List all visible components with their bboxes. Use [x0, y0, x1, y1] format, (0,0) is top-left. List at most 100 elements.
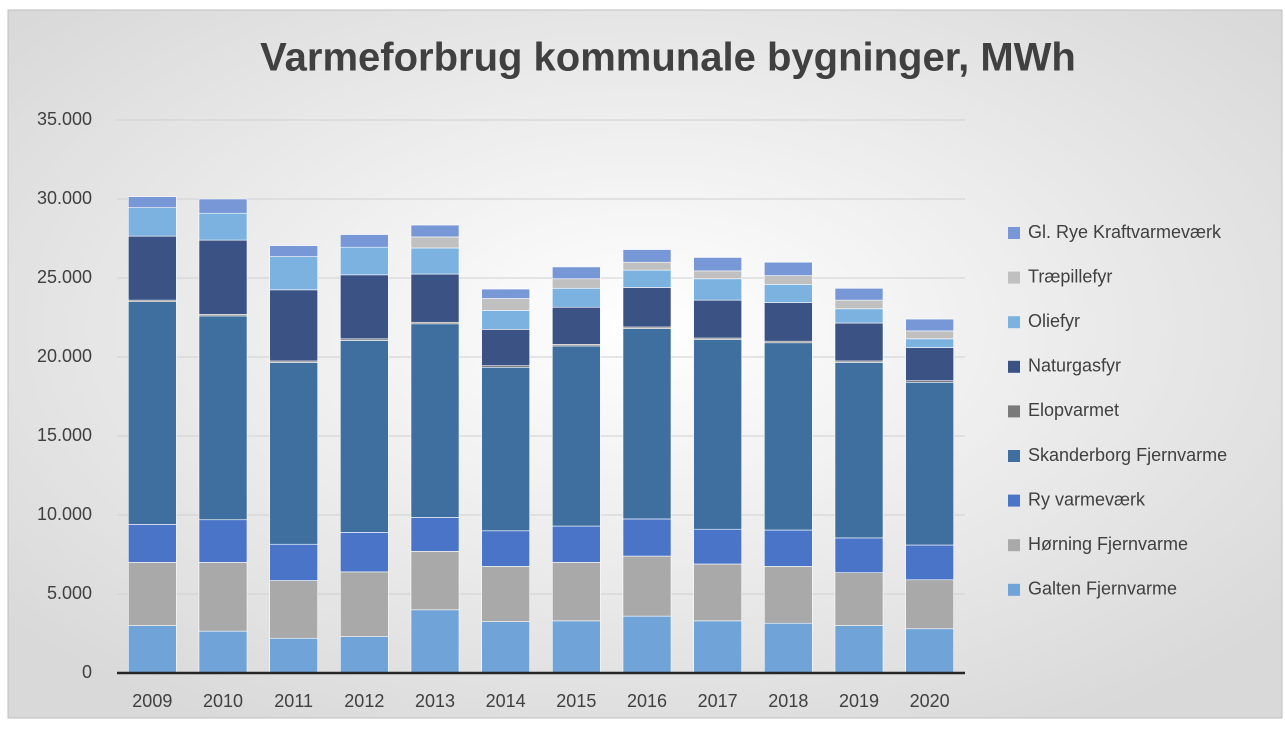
bar-segment: [410, 236, 460, 249]
bar-segment: [410, 323, 460, 518]
bar-segment: [905, 330, 954, 340]
bar-segment: [269, 289, 318, 362]
legend-swatch: [1008, 316, 1020, 329]
legend-swatch: [1008, 539, 1020, 552]
bar-segment: [340, 274, 389, 340]
legend-label: Træpillefyr: [1028, 266, 1112, 286]
bar-segment: [552, 525, 601, 563]
bar-segment: [693, 528, 742, 565]
bar-segment: [552, 562, 601, 622]
bar-segment: [834, 308, 884, 324]
bar-segment: [269, 580, 318, 639]
bar-segment: [410, 247, 460, 275]
bar-segment: [269, 362, 318, 545]
bar-segment: [198, 519, 248, 563]
bar-segment: [834, 572, 884, 626]
bar-segment: [481, 310, 530, 330]
bar-segment: [764, 529, 813, 567]
bar-segment: [552, 620, 601, 674]
y-tick-label: 20.000: [37, 346, 92, 366]
bar-segment: [622, 615, 672, 674]
bar-segment: [269, 256, 318, 291]
y-tick-label: 0: [82, 662, 92, 682]
bar-segment: [481, 566, 530, 622]
y-tick-label: 10.000: [37, 504, 92, 524]
legend-label: Galten Fjernvarme: [1028, 579, 1177, 599]
bar-segment: [693, 339, 742, 530]
bar-segment: [128, 301, 177, 525]
bar-segment: [481, 298, 530, 311]
bar-segment: [128, 207, 177, 237]
bar-segment: [693, 299, 742, 339]
bar-segment: [693, 257, 742, 272]
bar-segment: [622, 555, 672, 617]
bar-segment: [410, 609, 460, 674]
legend-label: Elopvarmet: [1028, 400, 1119, 420]
x-tick-label: 2015: [556, 691, 596, 711]
bar-segment: [764, 566, 813, 624]
bar-segment: [552, 266, 601, 280]
bar-segment: [764, 342, 813, 531]
y-tick-label: 5.000: [47, 583, 92, 603]
bar-segment: [481, 366, 530, 532]
bar-segment: [764, 275, 813, 285]
bar-segment: [622, 287, 672, 328]
bar-segment: [622, 261, 672, 271]
bar-segment: [340, 340, 389, 533]
bar-segment: [128, 562, 177, 626]
bar-segment: [905, 544, 954, 581]
bar-segment: [340, 532, 389, 573]
x-tick-label: 2019: [839, 691, 879, 711]
bar-segment: [198, 239, 248, 315]
bar-segment: [269, 637, 318, 674]
bar-segment: [198, 630, 248, 674]
y-tick-label: 30.000: [37, 188, 92, 208]
bar-segment: [622, 269, 672, 288]
legend-label: Gl. Rye Kraftvarmeværk: [1028, 222, 1222, 242]
bar-segment: [410, 273, 460, 323]
x-tick-label: 2016: [627, 691, 667, 711]
bar-segment: [622, 328, 672, 520]
bar-segment: [764, 622, 813, 674]
x-tick-label: 2013: [415, 691, 455, 711]
bar-segment: [198, 562, 248, 632]
bar-segment: [410, 224, 460, 238]
bar-segment: [693, 620, 742, 674]
bar-segment: [410, 517, 460, 552]
bar-segment: [834, 322, 884, 362]
bar-segment: [693, 278, 742, 301]
bar-segment: [693, 270, 742, 280]
bar-segment: [410, 551, 460, 611]
bar-segment: [764, 302, 813, 342]
bar-segment: [340, 234, 389, 248]
bar-segment: [340, 571, 389, 637]
legend-swatch: [1008, 227, 1020, 239]
x-tick-label: 2020: [910, 691, 950, 711]
bar-segment: [552, 345, 601, 527]
bar-segment: [269, 245, 318, 257]
legend-swatch: [1008, 494, 1020, 507]
y-tick-label: 25.000: [37, 267, 92, 287]
bar-segment: [340, 636, 389, 674]
bar-segment: [834, 625, 884, 674]
bar-segment: [834, 362, 884, 539]
bar-segment: [905, 381, 954, 546]
bar-segment: [552, 306, 601, 345]
bar-segment: [693, 563, 742, 622]
legend-swatch: [1008, 360, 1020, 373]
legend-label: Oliefyr: [1028, 311, 1080, 331]
bar-segment: [481, 329, 530, 366]
bar-segment: [128, 196, 177, 208]
bar-segment: [622, 518, 672, 557]
bar-segment: [905, 628, 954, 674]
legend-swatch: [1008, 405, 1020, 418]
bar-segment: [198, 212, 248, 241]
x-tick-label: 2014: [486, 691, 526, 711]
y-tick-label: 15.000: [37, 425, 92, 445]
bar-segment: [834, 537, 884, 573]
bar-segment: [198, 315, 248, 521]
bar-segment: [622, 249, 672, 263]
bar-segment: [905, 579, 954, 630]
